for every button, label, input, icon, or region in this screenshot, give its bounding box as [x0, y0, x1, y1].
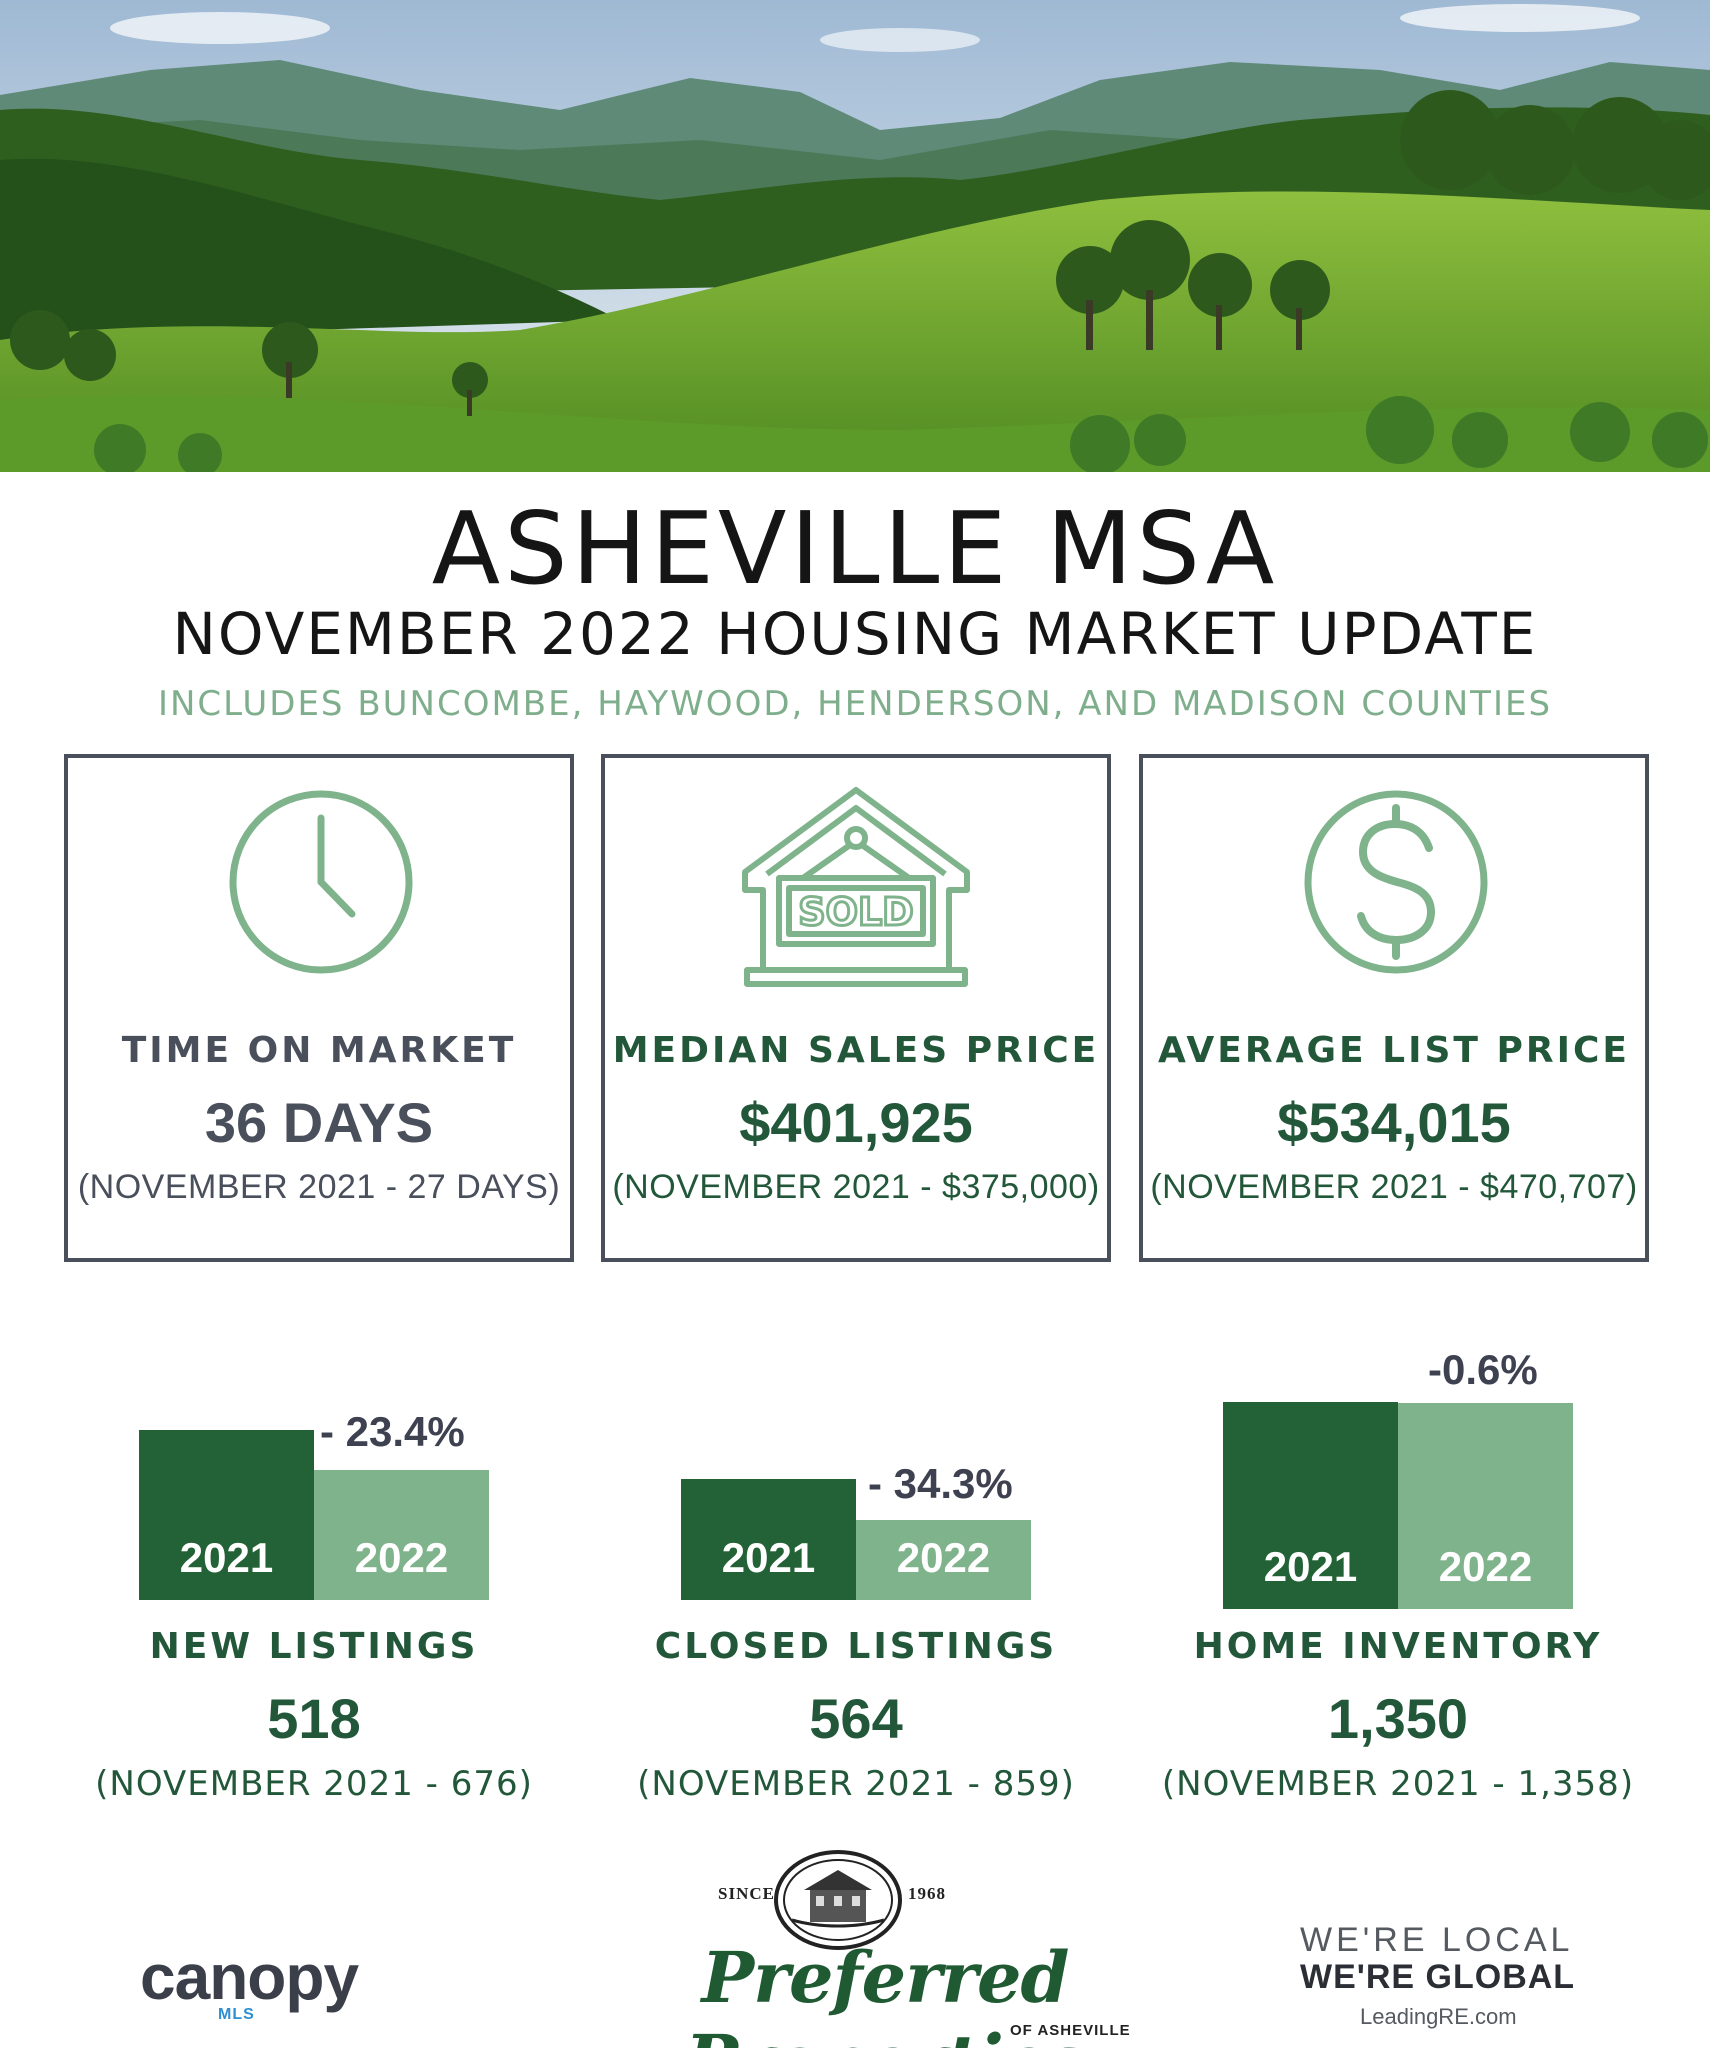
hero-landscape-photo: [0, 0, 1710, 472]
bar-home-inventory-2022: 2022: [1398, 1403, 1573, 1609]
counties-note: INCLUDES BUNCOMBE, HAYWOOD, HENDERSON, A…: [157, 684, 1553, 724]
bar-new-listings-2022: 2022: [314, 1470, 489, 1600]
metric-label-new-listings: NEW LISTINGS: [149, 1626, 479, 1667]
stat-label: MEDIAN SALES PRICE: [612, 1030, 1100, 1071]
stat-value: $534,015: [1277, 1091, 1511, 1154]
canopy-mls-label: MLS: [218, 2006, 255, 2023]
stat-label: TIME ON MARKET: [121, 1030, 517, 1071]
stat-compare: (NOVEMBER 2021 - 27 DAYS): [77, 1168, 561, 1206]
of-asheville-label: OF ASHEVILLE: [1010, 2022, 1131, 2039]
metric-value-home-inventory: 1,350: [1327, 1687, 1469, 1750]
clock-icon: [68, 782, 570, 982]
bar-year-label: 2021: [179, 1534, 274, 1581]
dollar-icon: [1143, 782, 1645, 982]
metric-label-home-inventory: HOME INVENTORY: [1193, 1626, 1603, 1667]
stat-value: 36 DAYS: [204, 1091, 434, 1154]
leading-re-logo: WE'RE LOCAL WE'RE GLOBAL LeadingRE.com: [1300, 1922, 1600, 2030]
change-new-listings: - 23.4%: [320, 1408, 465, 1455]
metric-value-closed-listings: 564: [809, 1687, 903, 1750]
stat-compare: (NOVEMBER 2021 - $470,707): [1150, 1168, 1638, 1206]
bar-year-label: 2021: [721, 1534, 816, 1581]
metric-value-new-listings: 518: [267, 1687, 361, 1750]
metric-compare-closed-listings: (NOVEMBER 2021 - 859): [637, 1764, 1075, 1804]
change-home-inventory: -0.6%: [1428, 1346, 1538, 1393]
stat-card-time-on-market: TIME ON MARKET 36 DAYS (NOVEMBER 2021 - …: [64, 754, 574, 1262]
stat-card-median-sales-price: SOLD MEDIAN SALES PRICE $401,925 (NOVEMB…: [601, 754, 1111, 1262]
preferred-properties-wordmark: Preferred Properties: [685, 1936, 1085, 2048]
stat-compare: (NOVEMBER 2021 - $375,000): [612, 1168, 1100, 1206]
metric-compare-new-listings: (NOVEMBER 2021 - 676): [95, 1764, 533, 1804]
metric-compare-home-inventory: (NOVEMBER 2021 - 1,358): [1161, 1764, 1635, 1804]
founded-year: 1968: [908, 1884, 946, 1903]
bar-closed-listings-2022: 2022: [856, 1520, 1031, 1600]
stat-card-average-list-price: AVERAGE LIST PRICE $534,015 (NOVEMBER 20…: [1139, 754, 1649, 1262]
bar-year-label: 2021: [1263, 1543, 1358, 1590]
stat-label: AVERAGE LIST PRICE: [1158, 1030, 1630, 1071]
bar-new-listings-2021: 2021: [139, 1430, 314, 1600]
bar-home-inventory-2021: 2021: [1223, 1402, 1398, 1609]
leading-re-url: LeadingRE.com: [1360, 2004, 1517, 2029]
canopy-mls-logo: canopy MLS: [140, 1940, 380, 2030]
bar-closed-listings-2021: 2021: [681, 1479, 856, 1600]
canopy-wordmark: canopy: [140, 1941, 359, 2013]
bar-year-label: 2022: [1438, 1543, 1533, 1590]
bar-year-label: 2022: [354, 1534, 449, 1581]
sold-sign-text: SOLD: [798, 890, 913, 934]
bar-year-label: 2022: [896, 1534, 991, 1581]
sold-house-icon: SOLD: [605, 782, 1107, 987]
stat-value: $401,925: [739, 1091, 973, 1154]
preferred-properties-seal-icon: [774, 1850, 902, 1950]
leading-re-line2: WE'RE GLOBAL: [1300, 1958, 1576, 1996]
change-closed-listings: - 34.3%: [868, 1460, 1013, 1507]
page-title: ASHEVILLE MSA: [431, 490, 1279, 607]
page-subtitle: NOVEMBER 2022 HOUSING MARKET UPDATE: [172, 600, 1538, 668]
since-label: SINCE: [718, 1884, 775, 1903]
preferred-properties-logo: SINCE 1968 Preferred Properties OF ASHEV…: [600, 1850, 1170, 2048]
metric-label-closed-listings: CLOSED LISTINGS: [654, 1626, 1058, 1667]
leading-re-line1: WE'RE LOCAL: [1300, 1921, 1574, 1959]
